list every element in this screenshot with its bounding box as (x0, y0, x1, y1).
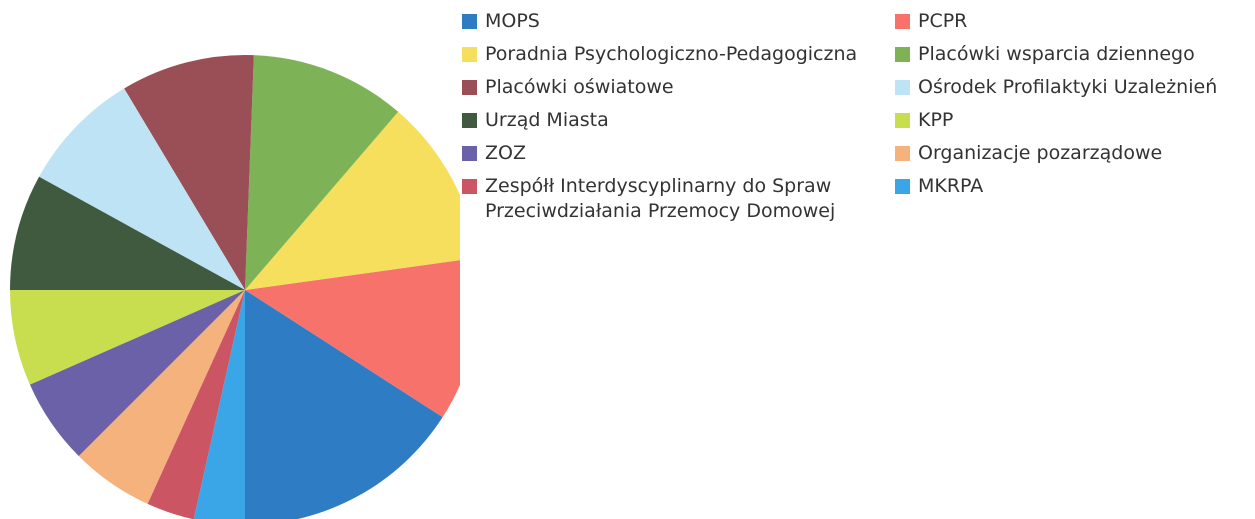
legend-label: Organizacje pozarządowe (918, 142, 1163, 164)
legend-swatch (895, 14, 910, 29)
pie-slice (10, 176, 245, 290)
pie-slice (10, 290, 245, 385)
legend-swatch (895, 179, 910, 194)
pie-slice (147, 290, 245, 519)
legend-label: Placówki wsparcia dziennego (918, 43, 1195, 65)
legend-swatch (462, 14, 477, 29)
legend-item: PCPR (893, 9, 1253, 34)
pie-slice (29, 290, 246, 457)
legend-swatch (462, 80, 477, 95)
legend-swatch (462, 179, 477, 194)
legend-item: Placówki wsparcia dziennego (893, 42, 1253, 67)
legend-item: Urząd Miasta (460, 108, 893, 133)
pie-slice (193, 290, 245, 519)
legend-item: ZOZ (460, 141, 893, 166)
legend-label: Urząd Miasta (485, 109, 609, 131)
pie-slice (124, 55, 254, 290)
legend-item: Zespółł Interdyscyplinarny do Spraw Prze… (460, 174, 893, 224)
legend-label: KPP (918, 109, 954, 131)
pie-slice (245, 55, 399, 290)
legend-label: MOPS (485, 10, 540, 32)
pie-slice (245, 111, 460, 290)
legend-item: Organizacje pozarządowe (893, 141, 1253, 166)
legend-label: Zespółł Interdyscyplinarny do Spraw Prze… (485, 175, 836, 222)
legend-item: MKRPA (893, 174, 1253, 224)
legend-label: Ośrodek Profilaktyki Uzależnień (918, 76, 1218, 98)
legend-item: MOPS (460, 9, 893, 34)
pie-slice (245, 290, 443, 519)
legend-item: Ośrodek Profilaktyki Uzależnień (893, 75, 1253, 100)
legend-label: PCPR (918, 10, 968, 32)
legend-swatch (895, 80, 910, 95)
legend-swatch (462, 146, 477, 161)
legend-swatch (895, 47, 910, 62)
legend: MOPS PCPR Poradnia Psychologiczno-Pedagogi… (460, 9, 1253, 224)
pie-slice (78, 290, 246, 504)
legend-label: Poradnia Psychologiczno-Pedagogiczna (485, 43, 858, 65)
legend-label: Placówki oświatowe (485, 76, 674, 98)
legend-item: KPP (893, 108, 1253, 133)
legend-swatch (462, 113, 477, 128)
legend-swatch (462, 47, 477, 62)
legend-swatch (895, 146, 910, 161)
legend-item: Poradnia Psychologiczno-Pedagogiczna (460, 42, 893, 67)
legend-label: ZOZ (485, 142, 526, 164)
legend-swatch (895, 113, 910, 128)
legend-label: MKRPA (918, 175, 984, 197)
pie-chart (10, 55, 460, 519)
legend-item: Placówki oświatowe (460, 75, 893, 100)
pie-slice (39, 88, 245, 291)
pie-slice (245, 260, 460, 418)
